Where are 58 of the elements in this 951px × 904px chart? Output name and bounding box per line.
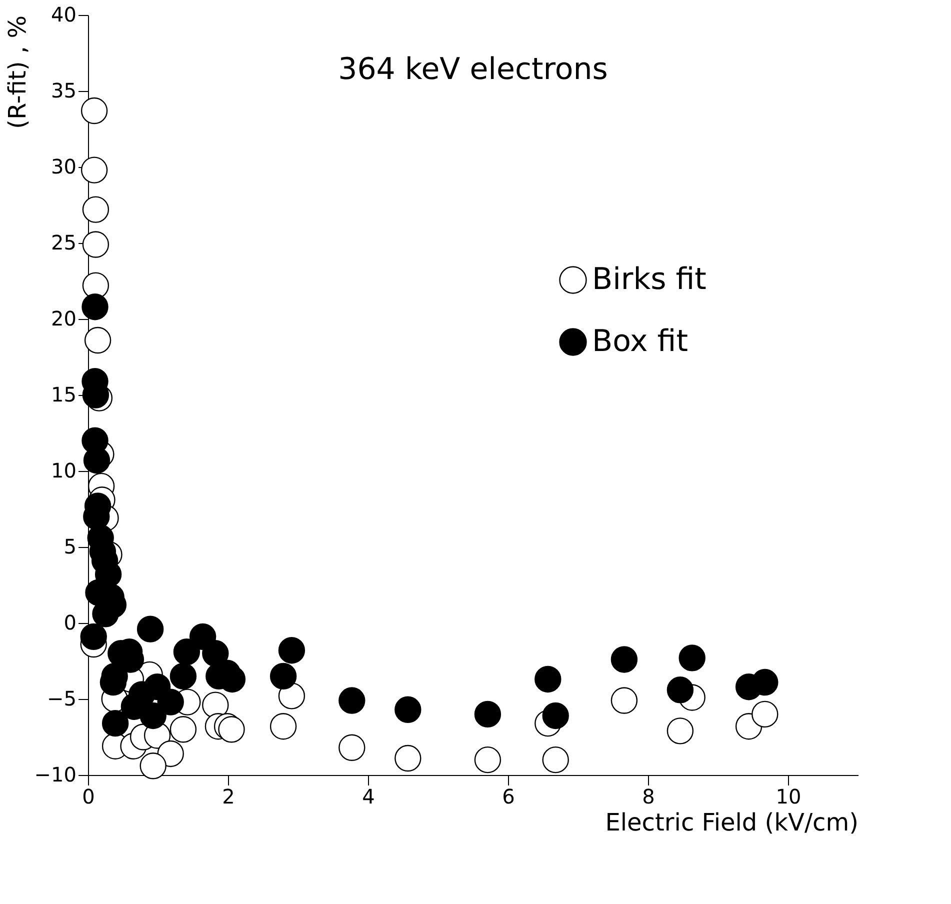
y-tick-label: 15 <box>51 382 76 406</box>
y-tick-label: 35 <box>51 78 76 102</box>
point <box>270 713 297 740</box>
point <box>278 637 306 664</box>
point <box>678 644 706 672</box>
y-tick-label: −10 <box>34 762 76 786</box>
text: 364 keV electrons <box>338 52 608 87</box>
point <box>394 744 422 772</box>
x-tick-label: 6 <box>502 784 515 808</box>
legend-label: Box fit <box>592 324 688 359</box>
y-tick-label: 0 <box>64 610 76 634</box>
y-tick-label: −5 <box>47 686 76 710</box>
legend-label: Birks fit <box>592 262 707 297</box>
point <box>80 97 108 124</box>
point <box>170 662 197 690</box>
point <box>610 646 638 673</box>
point <box>474 746 502 774</box>
x-tick-label: 4 <box>362 784 375 808</box>
x-tick-label: 10 <box>776 784 802 808</box>
y-tick-label: 5 <box>64 534 76 558</box>
point <box>157 740 184 768</box>
point <box>338 687 366 714</box>
point <box>140 752 166 780</box>
point <box>394 696 422 723</box>
point <box>666 676 694 704</box>
point <box>136 616 164 642</box>
point <box>82 294 108 320</box>
x-tick-label: 8 <box>642 784 655 808</box>
point <box>140 702 166 730</box>
point <box>80 623 107 650</box>
point <box>752 700 778 728</box>
y-tick-label: 10 <box>51 458 76 482</box>
point <box>218 716 245 743</box>
x-tick-label: 2 <box>222 784 235 808</box>
x-tick-label: 0 <box>82 784 95 808</box>
point <box>610 687 638 714</box>
point <box>474 700 502 728</box>
point <box>666 718 694 744</box>
y-tick-label: 40 <box>51 2 76 26</box>
point <box>80 156 108 184</box>
point <box>82 196 110 223</box>
point <box>157 688 184 716</box>
point <box>270 662 297 690</box>
y-axis-title: (R-fit) , % <box>3 16 32 129</box>
point <box>338 734 366 761</box>
point <box>542 702 569 730</box>
point <box>278 682 306 710</box>
point <box>102 710 129 737</box>
point <box>534 666 562 693</box>
y-tick-label: 20 <box>51 306 76 330</box>
y-tick-label: 30 <box>51 154 76 178</box>
point <box>84 326 112 354</box>
point <box>170 716 197 743</box>
point <box>202 640 229 667</box>
x-axis-title: Electric Field (kV/cm) <box>605 808 858 836</box>
point <box>542 746 569 774</box>
point <box>82 231 110 258</box>
y-tick-label: 25 <box>51 230 76 254</box>
